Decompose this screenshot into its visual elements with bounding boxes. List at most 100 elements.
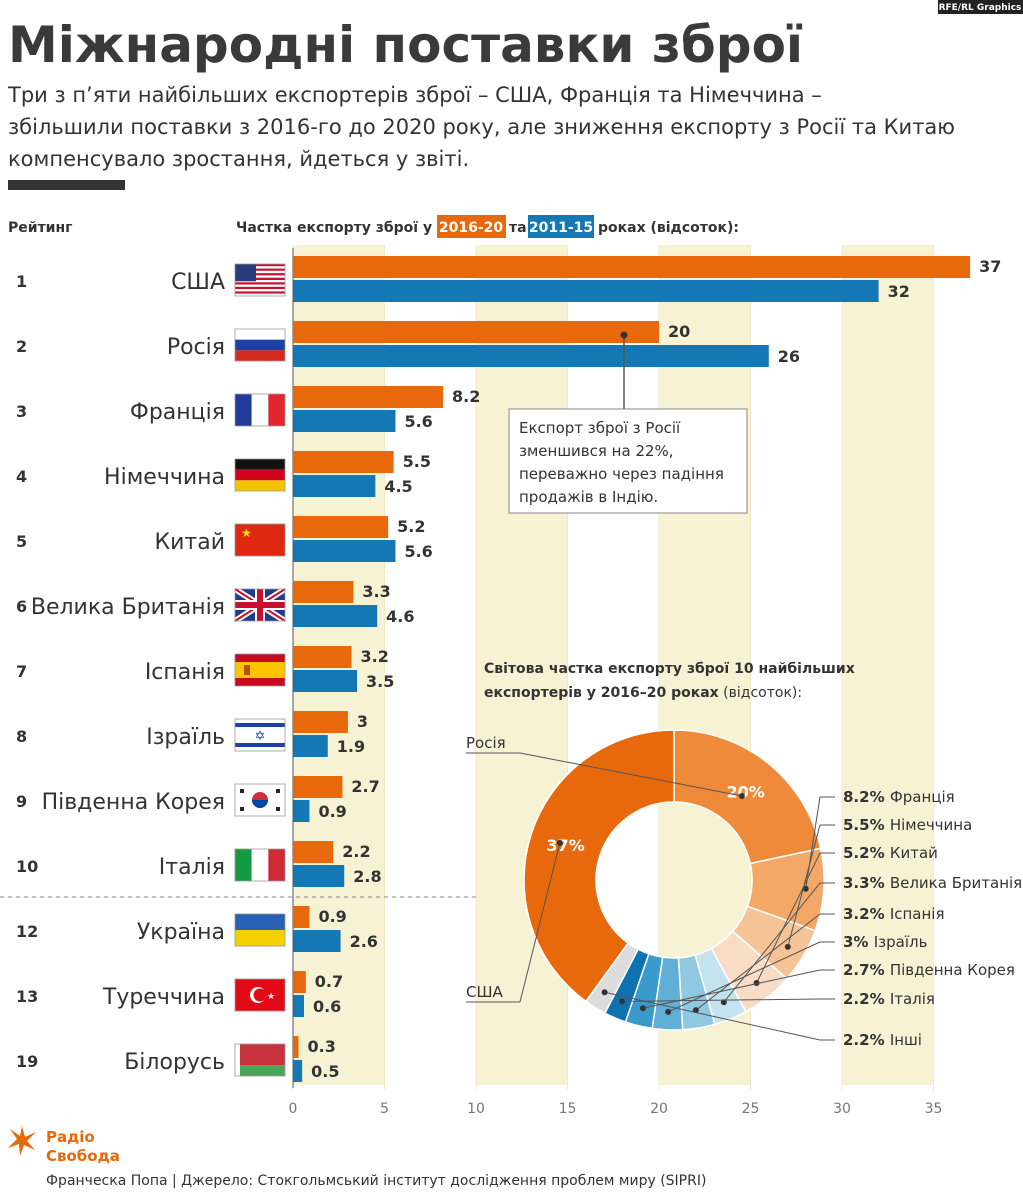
china-flag-icon: ★ (234, 523, 286, 557)
donut-inner-label: 20% (726, 782, 764, 801)
annotation-line-4: продажів в Індію. (519, 488, 658, 506)
donut-leader-line (723, 882, 821, 1003)
x-tick-label: 5 (380, 1101, 389, 1117)
svg-text:★: ★ (267, 992, 275, 1002)
radio-svoboda-logo (8, 1126, 36, 1156)
grid-band (842, 245, 934, 1085)
rank-label: 2 (16, 337, 27, 356)
bar-label-2011-15: 2.6 (350, 932, 378, 951)
x-tick-label: 20 (650, 1101, 668, 1117)
bar-2016-20 (293, 256, 971, 278)
donut-slice-label: 2.2% Італія (843, 990, 935, 1008)
bar-2011-15 (293, 735, 328, 757)
bar-label-2016-20: 2.7 (351, 777, 379, 796)
credit-text: RFE/RL Graphics (939, 3, 1022, 13)
subtitle-line-1: Три з п’яти найбільших експортерів зброї… (7, 83, 822, 107)
bar-2011-15 (293, 800, 310, 822)
donut-leader-line (604, 991, 821, 1041)
footer: Радіо Свобода Франческа Попа | Джерело: … (8, 1126, 706, 1189)
donut-leader-dot (665, 1008, 672, 1015)
spain-flag-icon (234, 653, 286, 687)
donut-slice-label: 2.2% Інші (843, 1031, 922, 1049)
annotation-dot (620, 331, 628, 339)
bar-label-2016-20: 37 (979, 257, 1001, 276)
italy-flag-icon (234, 848, 286, 882)
country-label: Ізраїль (146, 725, 225, 750)
bar-label-2016-20: 0.3 (307, 1037, 335, 1056)
rank-header: Рейтинг (8, 220, 72, 236)
russia-annotation: Експорт зброї з Росії зменшився на 22%, … (508, 331, 748, 514)
bar-label-2011-15: 1.9 (337, 737, 365, 756)
donut-title: Світова частка експорту зброї 10 найбіль… (484, 661, 855, 701)
donut-title-line-1: Світова частка експорту зброї 10 найбіль… (484, 661, 855, 677)
germany-flag-icon (234, 458, 286, 492)
bar-2011-15 (293, 345, 769, 367)
rank-label: 8 (16, 727, 27, 746)
bar-2016-20 (293, 776, 343, 798)
donut-title-suffix: (відсоток): (723, 685, 802, 701)
page-title: Міжнародні поставки зброї (8, 16, 803, 74)
donut-slice-label: 3% Ізраїль (843, 933, 927, 951)
donut-title-line-2: експортерів у 2016–20 роках (відсоток): (484, 685, 802, 701)
bar-2016-20 (293, 581, 354, 603)
bar-label-2011-15: 5.6 (404, 542, 432, 561)
annotation-line-1: Експорт зброї з Росії (519, 419, 681, 437)
donut-leader-line (519, 752, 742, 797)
annotation-box (508, 408, 748, 514)
legend-suffix: роках (відсоток): (598, 220, 739, 236)
bar-label-2016-20: 2.2 (342, 842, 370, 861)
bar-label-2016-20: 8.2 (452, 387, 480, 406)
legend-mid: та (509, 220, 527, 236)
russia-flag-icon (234, 328, 286, 362)
donut-leader-dot (738, 792, 745, 799)
donut-leader-line (519, 842, 561, 1003)
x-tick-label: 25 (742, 1101, 760, 1117)
donut-leader-dot (619, 998, 626, 1005)
bar-2016-20 (293, 516, 389, 538)
annotation-line-3: переважно через падіння (519, 465, 724, 483)
bar-2016-20 (293, 711, 348, 733)
rank-label: 10 (16, 857, 38, 876)
donut-slice-label: Росія (466, 734, 506, 752)
header: RFE/RL Graphics Міжнародні поставки збро… (7, 0, 1023, 190)
bar-label-2016-20: 0.7 (315, 972, 343, 991)
france-flag-icon (234, 393, 286, 427)
donut-slice-label: США (466, 983, 504, 1001)
donut-slice-label: 8.2% Франція (843, 788, 955, 806)
bar-2016-20 (293, 321, 659, 343)
legend-swatch-2016-20 (437, 215, 506, 238)
donut-title-line-2-main: експортерів у 2016–20 роках (484, 685, 719, 701)
x-tick-label: 0 (289, 1101, 298, 1117)
x-tick-label: 10 (467, 1101, 485, 1117)
rank-label: 6 (16, 597, 27, 616)
donut-leader-dot (556, 839, 563, 846)
bar-2011-15 (293, 475, 376, 497)
bar-2011-15 (293, 410, 396, 432)
title-underline (8, 180, 125, 190)
donut-slice-label: 5.2% Китай (843, 844, 938, 862)
ukraine-flag-icon (234, 913, 286, 947)
country-label: Росія (167, 335, 225, 360)
bar-label-2011-15: 0.5 (311, 1062, 339, 1081)
country-label: Франція (130, 400, 225, 425)
bar-2011-15 (293, 605, 378, 627)
turkey-flag-icon: ★ (234, 978, 286, 1012)
country-label: Німеччина (104, 465, 225, 490)
credit-badge (938, 0, 1023, 14)
bar-legend: Частка експорту зброї у 2016-20 та 2011-… (236, 215, 739, 238)
x-tick-label: 30 (833, 1101, 851, 1117)
bar-2011-15 (293, 865, 345, 887)
donut-leader-dot (720, 999, 727, 1006)
bar-label-2011-15: 0.6 (313, 997, 341, 1016)
bar-2016-20 (293, 841, 334, 863)
uk-flag-icon (233, 586, 287, 624)
country-label: Білорусь (124, 1050, 225, 1075)
country-label: Іспанія (145, 660, 225, 685)
country-label: Велика Британія (31, 595, 225, 620)
donut-leader-dot (784, 943, 791, 950)
logo-text-line-2: Свобода (46, 1147, 120, 1165)
belarus-flag-icon (234, 1043, 286, 1077)
country-label: Південна Корея (42, 790, 225, 815)
subtitle-line-3: компенсувало зростання, йдеться у звіті. (8, 147, 469, 171)
donut-leader-dot (639, 1005, 646, 1012)
